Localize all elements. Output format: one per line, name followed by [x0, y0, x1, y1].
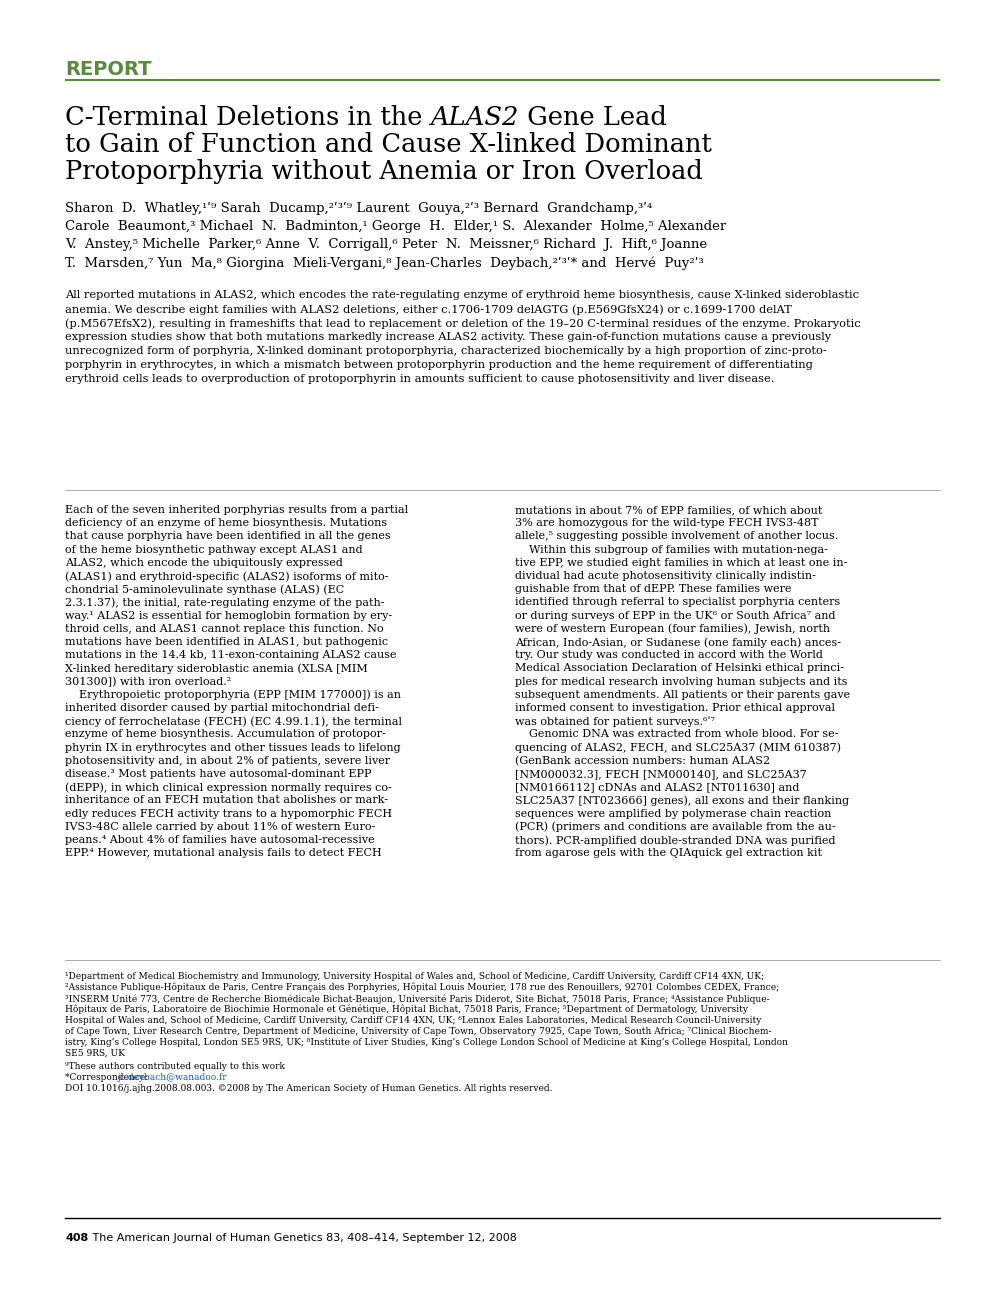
Text: peans.⁴ About 4% of families have autosomal-recessive: peans.⁴ About 4% of families have autoso…: [65, 835, 375, 846]
Text: sequences were amplified by polymerase chain reaction: sequences were amplified by polymerase c…: [515, 809, 831, 818]
Text: of Cape Town, Liver Research Centre, Department of Medicine, University of Cape : of Cape Town, Liver Research Centre, Dep…: [65, 1027, 772, 1036]
Text: Within this subgroup of families with mutation-nega-: Within this subgroup of families with mu…: [515, 544, 828, 555]
Text: disease.³ Most patients have autosomal-dominant EPP: disease.³ Most patients have autosomal-d…: [65, 769, 372, 779]
Text: erythroid cells leads to overproduction of protoporphyrin in amounts sufficient : erythroid cells leads to overproduction …: [65, 375, 775, 384]
Text: was obtained for patient surveys.⁶ʹ⁷: was obtained for patient surveys.⁶ʹ⁷: [515, 716, 715, 727]
Text: (p.M567EfsX2), resulting in frameshifts that lead to replacement or deletion of : (p.M567EfsX2), resulting in frameshifts …: [65, 318, 860, 329]
Text: or during surveys of EPP in the UK⁶ or South Africa⁷ and: or during surveys of EPP in the UK⁶ or S…: [515, 611, 835, 621]
Text: The American Journal of Human Genetics 83, 408–414, September 12, 2008: The American Journal of Human Genetics 8…: [81, 1233, 517, 1242]
Text: 2.3.1.37), the initial, rate-regulating enzyme of the path-: 2.3.1.37), the initial, rate-regulating …: [65, 598, 385, 608]
Text: Genomic DNA was extracted from whole blood. For se-: Genomic DNA was extracted from whole blo…: [515, 729, 838, 740]
Text: ⁹These authors contributed equally to this work: ⁹These authors contributed equally to th…: [65, 1062, 284, 1071]
Text: allele,⁵ suggesting possible involvement of another locus.: allele,⁵ suggesting possible involvement…: [515, 531, 838, 542]
Text: ciency of ferrochelatase (FECH) (EC 4.99.1.1), the terminal: ciency of ferrochelatase (FECH) (EC 4.99…: [65, 716, 402, 727]
Text: 408: 408: [65, 1233, 88, 1242]
Text: ¹Department of Medical Biochemistry and Immunology, University Hospital of Wales: ¹Department of Medical Biochemistry and …: [65, 972, 764, 981]
Text: ³INSERM Unité 773, Centre de Recherche Biomédicale Bichat-Beaujon, Université Pa: ³INSERM Unité 773, Centre de Recherche B…: [65, 994, 770, 1004]
Text: expression studies show that both mutations markedly increase ALAS2 activity. Th: expression studies show that both mutati…: [65, 331, 831, 342]
Text: ²Assistance Publique-Hôpitaux de Paris, Centre Français des Porphyries, Hôpital : ²Assistance Publique-Hôpitaux de Paris, …: [65, 983, 779, 993]
Text: enzyme of heme biosynthesis. Accumulation of protopor-: enzyme of heme biosynthesis. Accumulatio…: [65, 729, 386, 740]
Text: V.  Anstey,⁵ Michelle  Parker,⁶ Anne  V.  Corrigall,⁶ Peter  N.  Meissner,⁶ Rich: V. Anstey,⁵ Michelle Parker,⁶ Anne V. Co…: [65, 238, 708, 251]
Text: SE5 9RS, UK: SE5 9RS, UK: [65, 1049, 125, 1058]
Text: T.  Marsden,⁷ Yun  Ma,⁸ Giorgina  Mieli-Vergani,⁸ Jean-Charles  Deybach,²ʹ³ʹ* an: T. Marsden,⁷ Yun Ma,⁸ Giorgina Mieli-Ver…: [65, 256, 704, 270]
Text: ​ALAS2​, which encode the ubiquitously expressed: ​ALAS2​, which encode the ubiquitously e…: [65, 557, 343, 568]
Text: anemia. We describe eight families with ​ALAS2​ deletions, either c.1706-1709 de: anemia. We describe eight families with …: [65, 304, 792, 315]
Text: identified through referral to specialist porphyria centers: identified through referral to specialis…: [515, 598, 840, 607]
Text: edly reduces FECH activity ​trans​ to a hypomorphic ​FECH: edly reduces FECH activity ​trans​ to a …: [65, 809, 392, 818]
Text: mutations in the 14.4 kb, 11-exon-containing ​ALAS2​ cause: mutations in the 14.4 kb, 11-exon-contai…: [65, 650, 397, 660]
Text: quencing of ​ALAS2​, ​FECH​, and ​SLC25A37​ (MIM 610387): quencing of ​ALAS2​, ​FECH​, and ​SLC25A…: [515, 743, 841, 753]
Text: Protoporphyria without Anemia or Iron Overload: Protoporphyria without Anemia or Iron Ov…: [65, 159, 702, 184]
Text: ples for medical research involving human subjects and its: ples for medical research involving huma…: [515, 676, 847, 686]
Text: ​SLC25A37​ [NT023666] genes), all exons and their flanking: ​SLC25A37​ [NT023666] genes), all exons …: [515, 796, 849, 806]
Text: Hospital of Wales and, School of Medicine, Cardiff University, Cardiff CF14 4XN,: Hospital of Wales and, School of Medicin…: [65, 1017, 762, 1024]
Text: istry, King’s College Hospital, London SE5 9RS, UK; ⁸Institute of Liver Studies,: istry, King’s College Hospital, London S…: [65, 1037, 788, 1047]
Text: (GenBank accession numbers: human ​ALAS2: (GenBank accession numbers: human ​ALAS2: [515, 756, 770, 766]
Text: inheritance of an ​FECH​ mutation that abolishes or mark-: inheritance of an ​FECH​ mutation that a…: [65, 796, 388, 805]
Text: throid cells, and ALAS1 cannot replace this function. No: throid cells, and ALAS1 cannot replace t…: [65, 624, 384, 634]
Text: ​IVS3-48C​ allele carried by about 11% of western Euro-: ​IVS3-48C​ allele carried by about 11% o…: [65, 822, 375, 831]
Text: way.¹ ALAS2 is essential for hemoglobin formation by ery-: way.¹ ALAS2 is essential for hemoglobin …: [65, 611, 392, 621]
Text: jc.deybach@wanadoo.fr: jc.deybach@wanadoo.fr: [118, 1073, 228, 1082]
Text: Sharon  D.  Whatley,¹ʹ⁹ Sarah  Ducamp,²ʹ³ʹ⁹ Laurent  Gouya,²ʹ³ Bernard  Grandcha: Sharon D. Whatley,¹ʹ⁹ Sarah Ducamp,²ʹ³ʹ⁹…: [65, 202, 652, 215]
Text: Medical Association Declaration of Helsinki ethical princi-: Medical Association Declaration of Helsi…: [515, 663, 844, 673]
Text: 3% are homozygous for the wild-type ​FECH IVS3-48T​: 3% are homozygous for the wild-type ​FEC…: [515, 518, 818, 529]
Text: C-Terminal Deletions in the: C-Terminal Deletions in the: [65, 104, 430, 130]
Text: (ALAS1) and erythroid-specific (ALAS2) isoforms of mito-: (ALAS1) and erythroid-specific (ALAS2) i…: [65, 572, 389, 582]
Text: informed consent to investigation. Prior ethical approval: informed consent to investigation. Prior…: [515, 703, 835, 713]
Text: REPORT: REPORT: [65, 60, 152, 80]
Text: ​[NM0166112] cDNAs and ​ALAS2​ [NT011630] and: ​[NM0166112] cDNAs and ​ALAS2​ [NT011630…: [515, 782, 799, 792]
Text: (PCR) (primers and conditions are available from the au-: (PCR) (primers and conditions are availa…: [515, 822, 835, 833]
Text: Gene Lead: Gene Lead: [519, 104, 667, 130]
Text: mutations in about 7% of EPP families, of which about: mutations in about 7% of EPP families, o…: [515, 505, 822, 515]
Text: that cause porphyria have been identified in all the genes: that cause porphyria have been identifie…: [65, 531, 391, 542]
Text: (dEPP), in which clinical expression normally requires co-: (dEPP), in which clinical expression nor…: [65, 782, 392, 792]
Text: chondrial 5-aminolevulinate synthase (ALAS) (EC: chondrial 5-aminolevulinate synthase (AL…: [65, 585, 345, 595]
Text: from agarose gels with the QIAquick gel extraction kit: from agarose gels with the QIAquick gel …: [515, 848, 822, 859]
Text: dividual had acute photosensitivity clinically indistin-: dividual had acute photosensitivity clin…: [515, 572, 816, 581]
Text: Carole  Beaumont,³ Michael  N.  Badminton,¹ George  H.  Elder,¹ S.  Alexander  H: Carole Beaumont,³ Michael N. Badminton,¹…: [65, 221, 727, 234]
Text: inherited disorder caused by partial mitochondrial defi-: inherited disorder caused by partial mit…: [65, 703, 379, 713]
Text: photosensitivity and, in about 2% of patients, severe liver: photosensitivity and, in about 2% of pat…: [65, 756, 390, 766]
Text: X-linked hereditary sideroblastic anemia (XLSA [MIM: X-linked hereditary sideroblastic anemia…: [65, 663, 368, 673]
Text: thors). PCR-amplified double-stranded DNA was purified: thors). PCR-amplified double-stranded DN…: [515, 835, 835, 846]
Text: subsequent amendments. All patients or their parents gave: subsequent amendments. All patients or t…: [515, 690, 850, 699]
Text: African, Indo-Asian, or Sudanese (one family each) ances-: African, Indo-Asian, or Sudanese (one fa…: [515, 637, 841, 647]
Text: DOI 10.1016/j.ajhg.2008.08.003. ©2008 by The American Society of Human Genetics.: DOI 10.1016/j.ajhg.2008.08.003. ©2008 by…: [65, 1084, 553, 1094]
Text: mutations have been identified in ​ALAS1​, but pathogenic: mutations have been identified in ​ALAS1…: [65, 637, 388, 647]
Text: Hôpitaux de Paris, Laboratoire de Biochimie Hormonale et Génétique, Hôpital Bich: Hôpitaux de Paris, Laboratoire de Biochi…: [65, 1005, 748, 1014]
Text: ALAS2: ALAS2: [430, 104, 519, 130]
Text: tive EPP, we studied eight families in which at least one in-: tive EPP, we studied eight families in w…: [515, 557, 847, 568]
Text: deficiency of an enzyme of heme biosynthesis. Mutations: deficiency of an enzyme of heme biosynth…: [65, 518, 387, 529]
Text: ​[NM000032.3], ​FECH​ [NM000140], and ​SLC25A37: ​[NM000032.3], ​FECH​ [NM000140], and ​S…: [515, 769, 807, 779]
Text: try. Our study was conducted in accord with the World: try. Our study was conducted in accord w…: [515, 650, 823, 660]
Text: porphyrin in erythrocytes, in which a mismatch between protoporphyrin production: porphyrin in erythrocytes, in which a mi…: [65, 360, 813, 371]
Text: *Correspondence:: *Correspondence:: [65, 1073, 151, 1082]
Text: guishable from that of dEPP. These families were: guishable from that of dEPP. These famil…: [515, 585, 792, 594]
Text: were of western European (four families), Jewish, north: were of western European (four families)…: [515, 624, 830, 634]
Text: 301300]) with iron overload.²: 301300]) with iron overload.²: [65, 676, 231, 686]
Text: EPP.⁴ However, mutational analysis fails to detect ​FECH​: EPP.⁴ However, mutational analysis fails…: [65, 848, 382, 859]
Text: All reported mutations in ​ALAS2​, which encodes the rate-regulating enzyme of e: All reported mutations in ​ALAS2​, which…: [65, 290, 859, 300]
Text: phyrin IX in erythrocytes and other tissues leads to lifelong: phyrin IX in erythrocytes and other tiss…: [65, 743, 401, 753]
Text: Each of the seven inherited porphyrias results from a partial: Each of the seven inherited porphyrias r…: [65, 505, 408, 515]
Text: to Gain of Function and Cause X-linked Dominant: to Gain of Function and Cause X-linked D…: [65, 132, 712, 157]
Text: of the heme biosynthetic pathway except ​ALAS1​ and: of the heme biosynthetic pathway except …: [65, 544, 363, 555]
Text: unrecognized form of porphyria, X-linked dominant protoporphyria, characterized : unrecognized form of porphyria, X-linked…: [65, 346, 827, 356]
Text: Erythropoietic protoporphyria (EPP [MIM 177000]) is an: Erythropoietic protoporphyria (EPP [MIM …: [65, 690, 401, 701]
